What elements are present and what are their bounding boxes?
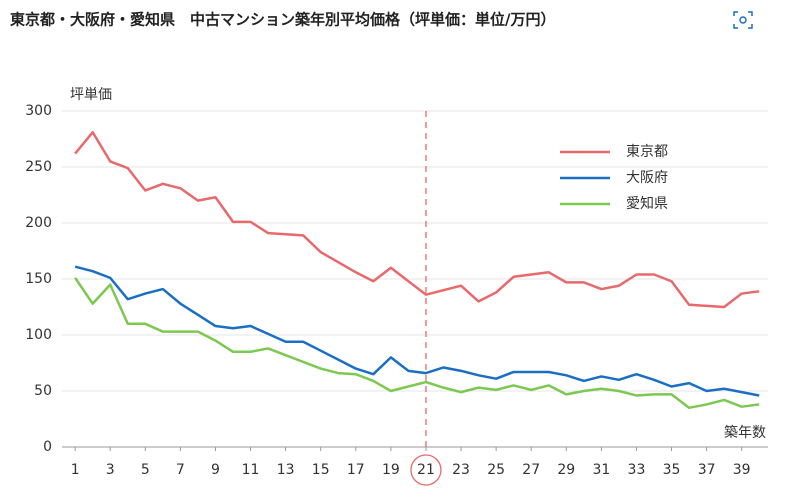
x-tick-label: 15	[312, 462, 330, 478]
series-line	[74, 131, 760, 309]
y-tick-label: 250	[25, 159, 52, 175]
legend-label: 東京都	[626, 144, 668, 160]
x-tick-label: 5	[141, 462, 150, 478]
x-tick-label: 35	[663, 462, 681, 478]
x-tick-label: 3	[106, 462, 115, 478]
x-tick-label: 39	[733, 462, 751, 478]
legend-label: 愛知県	[626, 195, 668, 212]
highlight-circle	[410, 454, 442, 486]
x-tick-label: 19	[382, 462, 400, 478]
x-tick-label: 33	[628, 462, 646, 478]
x-tick-label: 13	[277, 462, 295, 478]
x-tick-label: 9	[211, 462, 220, 478]
y-tick-label: 300	[25, 103, 52, 119]
x-tick-label: 1	[71, 462, 80, 478]
x-tick-label: 31	[592, 462, 610, 478]
y-tick-label: 0	[43, 439, 52, 455]
y-tick-label: 100	[25, 327, 52, 343]
chart-title: 東京都・大阪府・愛知県 中古マンション築年別平均価格（坪単価：単位/万円）	[10, 11, 555, 29]
legend-label: 大阪府	[626, 170, 668, 186]
x-tick-label: 27	[522, 462, 540, 478]
y-tick-label: 150	[25, 271, 52, 287]
series-line	[74, 277, 760, 410]
y-tick-label: 50	[34, 383, 52, 399]
zoom-icon[interactable]	[733, 11, 753, 29]
x-tick-label: 7	[176, 462, 185, 478]
x-tick-label: 29	[557, 462, 575, 478]
y-axis-label: 坪単価	[70, 87, 112, 103]
x-tick-label: 25	[487, 462, 505, 478]
y-tick-label: 200	[25, 215, 52, 231]
series-line	[74, 265, 760, 397]
x-tick-label: 21	[417, 462, 435, 478]
x-tick-label: 23	[452, 462, 470, 478]
x-tick-label: 17	[347, 462, 365, 478]
x-tick-label: 11	[242, 462, 260, 478]
x-axis-label: 築年数	[724, 425, 766, 441]
x-tick-label: 37	[698, 462, 716, 478]
